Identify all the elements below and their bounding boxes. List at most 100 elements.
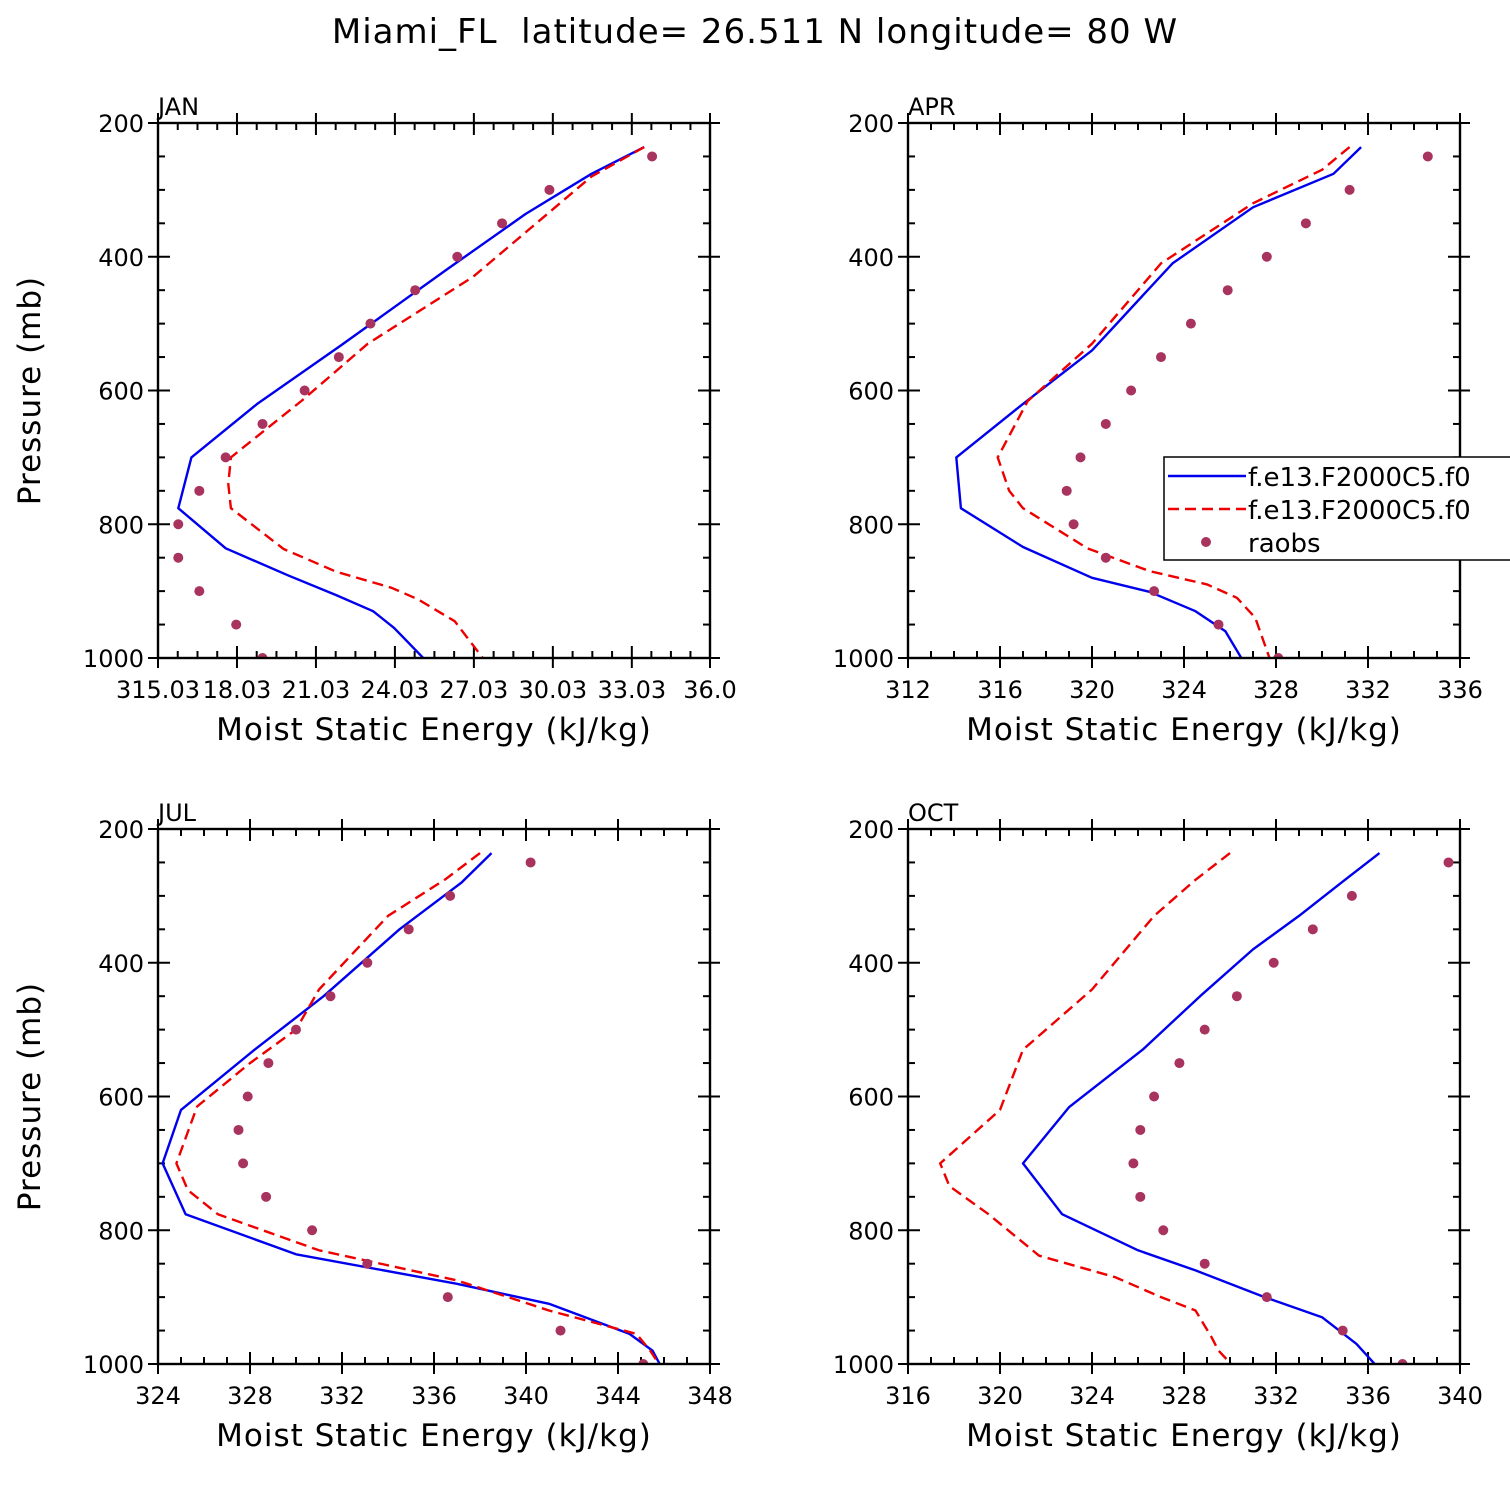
x-tick-label: 340 <box>503 1382 549 1410</box>
raobs-point <box>638 1359 649 1364</box>
raobs-point <box>1231 991 1242 1002</box>
panel-data <box>939 852 1454 1364</box>
raobs-point <box>362 957 373 968</box>
y-tick-label: 200 <box>848 816 894 844</box>
series-dashed-line <box>175 852 661 1364</box>
legend-label: f.e13.F2000C5.f0 <box>1248 463 1471 493</box>
x-tick-label: 320 <box>977 1382 1023 1410</box>
y-tick-label: 600 <box>98 378 144 406</box>
y-tick-label: 400 <box>848 950 894 978</box>
raobs-point <box>403 924 414 935</box>
x-tick-label: 316 <box>977 676 1023 704</box>
y-tick-label: 1000 <box>833 645 894 673</box>
x-axis-label: Moist Static Energy (kJ/kg) <box>216 712 652 748</box>
raobs-point <box>647 151 658 162</box>
raobs-point <box>1337 1325 1348 1336</box>
panel-label: JUL <box>156 799 197 827</box>
raobs-point <box>1100 418 1111 429</box>
series-dashed-line <box>939 852 1233 1364</box>
plot-frame <box>156 121 712 660</box>
y-tick-label: 600 <box>848 1084 894 1112</box>
x-tick-label: 328 <box>1161 1382 1207 1410</box>
series-dashed-line <box>227 146 645 658</box>
y-tick-label: 800 <box>848 511 894 539</box>
x-tick-label: 324 <box>1069 1382 1115 1410</box>
x-tick-label: 312 <box>885 676 931 704</box>
raobs-point <box>1344 184 1355 195</box>
y-tick-label: 400 <box>848 244 894 272</box>
x-tick-label: 324 <box>135 1382 181 1410</box>
raobs-point <box>1222 285 1233 296</box>
x-tick-label: 316 <box>885 1382 931 1410</box>
raobs-point <box>1422 151 1433 162</box>
y-tick-label: 400 <box>98 244 144 272</box>
series-solid-line <box>177 146 645 658</box>
y-axis-label: Pressure (mb) <box>12 276 48 505</box>
raobs-point <box>194 485 205 496</box>
x-tick-label: 328 <box>1253 676 1299 704</box>
raobs-point <box>445 890 456 901</box>
raobs-point <box>555 1325 566 1336</box>
raobs-point <box>333 352 344 363</box>
x-axis-label: Moist Static Energy (kJ/kg) <box>966 712 1402 748</box>
y-tick-label: 1000 <box>83 645 144 673</box>
legend-label: raobs <box>1248 529 1321 559</box>
raobs-point <box>325 991 336 1002</box>
x-tick-label: 30.03 <box>518 676 587 704</box>
y-tick-label: 400 <box>98 950 144 978</box>
raobs-point <box>1135 1124 1146 1135</box>
y-tick-label: 200 <box>848 110 894 138</box>
raobs-point <box>173 552 184 563</box>
raobs-point <box>1213 619 1224 630</box>
raobs-point <box>1100 552 1111 563</box>
raobs-point <box>497 218 508 229</box>
raobs-point <box>261 1191 272 1202</box>
y-tick-label: 800 <box>98 511 144 539</box>
raobs-point <box>1346 890 1357 901</box>
raobs-point <box>307 1225 318 1236</box>
raobs-point <box>173 519 184 530</box>
raobs-point <box>1268 957 1279 968</box>
raobs-point <box>544 184 555 195</box>
raobs-point <box>263 1058 274 1069</box>
panel-label: APR <box>908 93 956 121</box>
raobs-point <box>365 318 376 329</box>
plot-frame <box>906 121 1462 660</box>
x-tick-label: 344 <box>595 1382 641 1410</box>
x-tick-label: 18.03 <box>203 676 272 704</box>
y-tick-label: 600 <box>98 1084 144 1112</box>
y-axis-label: Pressure (mb) <box>12 982 48 1211</box>
raobs-point <box>1199 1024 1210 1035</box>
panel-jul: JUL 200 400 600 800 1000 324 328 332 336 340 344 348… <box>12 799 733 1454</box>
x-tick-label: 320 <box>1069 676 1115 704</box>
raobs-point <box>1126 385 1137 396</box>
raobs-point <box>1199 1258 1210 1269</box>
raobs-point <box>442 1292 453 1303</box>
raobs-point <box>233 1124 244 1135</box>
y-tick-label: 1000 <box>83 1351 144 1379</box>
x-tick-label: 332 <box>1253 1382 1299 1410</box>
raobs-point <box>1397 1359 1408 1364</box>
raobs-point <box>1174 1058 1185 1069</box>
y-tick-label: 1000 <box>833 1351 894 1379</box>
legend-label: f.e13.F2000C5.f0 <box>1248 496 1471 526</box>
raobs-point <box>1307 924 1318 935</box>
x-tick-label: 315.03 <box>116 676 200 704</box>
raobs-point <box>1156 352 1166 363</box>
panel-data <box>173 146 658 658</box>
y-tick-label: 800 <box>98 1217 144 1245</box>
raobs-point <box>1128 1158 1139 1169</box>
raobs-point <box>291 1024 301 1035</box>
raobs-point <box>1075 452 1086 463</box>
x-tick-label: 33.03 <box>597 676 666 704</box>
plot-frame <box>906 827 1462 1366</box>
x-tick-label: 340 <box>1437 1382 1483 1410</box>
x-tick-label: 348 <box>687 1382 733 1410</box>
raobs-point <box>1149 1091 1160 1102</box>
panel-apr: APR 200 400 600 800 1000 312 316 320 324 328 332 336… <box>833 93 1510 748</box>
panel-data <box>161 852 662 1364</box>
raobs-point <box>1443 857 1454 868</box>
x-tick-label: 324 <box>1161 676 1207 704</box>
raobs-point <box>452 251 463 262</box>
